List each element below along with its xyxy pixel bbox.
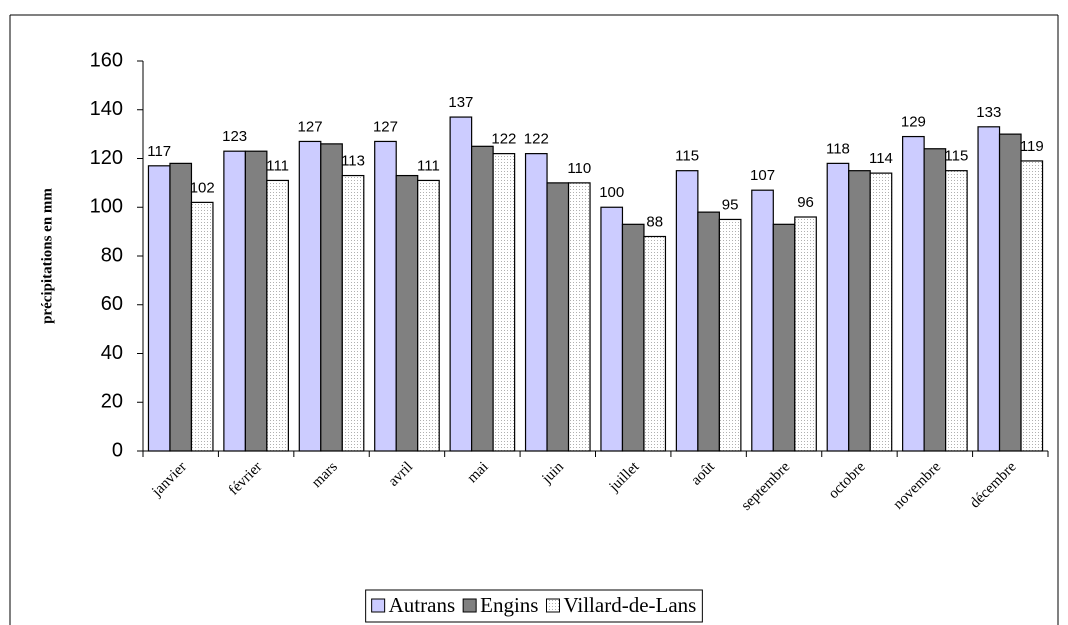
y-tick-label: 160: [90, 49, 123, 71]
x-tick-label: janvier: [148, 459, 189, 500]
data-label: 137: [448, 94, 473, 111]
bar: [298, 140, 322, 452]
bar: [772, 223, 796, 452]
bar: [794, 216, 817, 452]
bar: [945, 170, 968, 452]
legend-label: Engins: [480, 593, 538, 617]
data-label: 133: [976, 104, 1001, 121]
data-label: 118: [826, 140, 850, 157]
bar: [751, 189, 774, 452]
bar: [395, 174, 419, 452]
bar: [718, 218, 742, 452]
bar: [600, 206, 624, 452]
data-label: 114: [869, 150, 893, 167]
legend-label: Autrans: [389, 593, 456, 617]
y-axis-title: précipitations en mm: [39, 188, 55, 324]
data-label: 122: [524, 131, 549, 148]
x-tick-label: décembre: [967, 459, 1020, 512]
data-label: 102: [190, 179, 215, 196]
legend-swatch: [371, 598, 386, 613]
y-tick-label: 100: [90, 196, 123, 218]
bar: [567, 182, 591, 452]
data-label: 119: [1020, 138, 1044, 155]
bar: [471, 145, 494, 452]
y-tick-label: 80: [101, 244, 123, 266]
legend-label: Villard-de-Lans: [563, 593, 696, 617]
bar: [147, 165, 171, 452]
bar: [190, 201, 214, 452]
data-label: 110: [567, 160, 591, 177]
x-tick-label: octobre: [826, 459, 869, 502]
bar: [697, 211, 720, 452]
bar: [998, 133, 1022, 452]
x-tick-label: juillet: [606, 458, 643, 495]
bar: [621, 223, 645, 452]
bar: [169, 162, 193, 452]
data-label: 127: [373, 118, 398, 135]
legend-swatch: [462, 598, 477, 613]
data-label: 88: [646, 213, 663, 230]
data-label: 129: [901, 114, 926, 131]
bar: [923, 148, 947, 452]
data-label: 113: [341, 153, 365, 170]
bar: [902, 135, 925, 452]
y-tick-label: 40: [101, 342, 123, 364]
bar: [643, 235, 667, 452]
bar: [417, 179, 440, 452]
x-tick-label: septembre: [738, 459, 793, 514]
data-label: 115: [944, 148, 968, 165]
bar: [1020, 160, 1044, 452]
y-tick-label: 0: [112, 439, 123, 461]
bar: [826, 162, 850, 452]
x-tick-label: mars: [309, 459, 341, 491]
y-tick-label: 140: [90, 98, 123, 120]
bar: [546, 182, 570, 452]
bar: [374, 140, 397, 452]
bar: [223, 150, 246, 452]
data-label: 111: [266, 157, 289, 174]
legend-box: [365, 589, 703, 623]
data-label: 111: [417, 157, 440, 174]
legend-swatch: [545, 598, 560, 613]
x-tick-label: novembre: [890, 459, 944, 513]
bar: [848, 170, 871, 452]
y-tick-label: 20: [101, 391, 123, 413]
y-tick-label: 120: [90, 147, 123, 169]
bar: [341, 174, 365, 452]
data-label: 107: [750, 167, 775, 184]
x-tick-label: juin: [539, 459, 568, 488]
data-label: 122: [491, 131, 516, 148]
x-tick-label: mai: [464, 459, 491, 486]
bar: [977, 126, 1001, 452]
bar: [266, 179, 289, 452]
legend: Autrans Engins Villard-de-Lans: [365, 589, 703, 623]
bar: [869, 172, 893, 452]
x-tick-label: février: [226, 459, 266, 499]
bar: [524, 153, 548, 452]
data-label: 115: [675, 148, 699, 165]
x-tick-label: avril: [385, 459, 416, 490]
data-label: 95: [722, 196, 739, 213]
bar: [320, 143, 343, 452]
bar: [492, 153, 516, 452]
x-tick-label: août: [688, 458, 718, 488]
y-tick-label: 60: [101, 293, 123, 315]
data-label: 117: [147, 143, 171, 160]
data-label: 96: [797, 194, 814, 211]
bar: [244, 150, 268, 452]
bar: [675, 170, 699, 452]
data-label: 100: [599, 184, 624, 201]
data-label: 127: [298, 118, 323, 135]
data-label: 123: [222, 128, 247, 145]
bar: [449, 116, 473, 452]
